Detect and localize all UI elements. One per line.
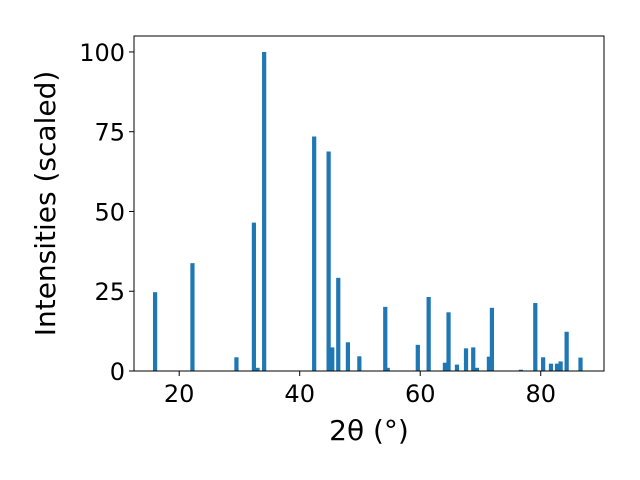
y-tick-label: 100	[79, 39, 125, 67]
bar	[518, 369, 523, 371]
y-tick-label: 25	[94, 278, 125, 306]
bar	[554, 363, 560, 371]
bar	[578, 357, 583, 371]
x-axis-label: 2θ (°)	[329, 414, 409, 447]
bar	[262, 51, 267, 371]
bar	[326, 151, 331, 371]
x-axis-ticks: 20 40 60 80	[164, 371, 556, 408]
bar	[533, 303, 538, 371]
y-tick-label: 50	[94, 198, 125, 226]
x-tick-label: 40	[284, 380, 315, 408]
y-axis-ticks: 0 25 50 75 100	[79, 39, 134, 386]
bar	[234, 357, 239, 371]
plot-frame	[133, 35, 605, 372]
bar	[541, 357, 546, 371]
bar	[426, 296, 431, 371]
x-tick-label: 60	[405, 380, 436, 408]
bar	[454, 364, 460, 371]
bar	[558, 361, 563, 371]
bar	[415, 344, 420, 371]
bar	[152, 292, 158, 371]
bar	[330, 347, 335, 371]
bar	[564, 331, 569, 371]
bar	[474, 367, 479, 371]
bar	[383, 306, 388, 371]
bar	[190, 263, 195, 371]
bar	[255, 367, 260, 371]
y-tick-label: 75	[94, 119, 125, 147]
bar	[463, 348, 469, 371]
x-tick-label: 80	[525, 380, 556, 408]
bar	[312, 136, 317, 371]
bar	[446, 312, 451, 371]
y-tick-label: 0	[110, 358, 125, 386]
bar	[345, 342, 351, 371]
bar	[336, 277, 341, 371]
bar	[486, 356, 492, 371]
bar	[442, 362, 448, 371]
bar	[471, 347, 476, 371]
bar	[385, 367, 390, 371]
x-tick-label: 20	[164, 380, 195, 408]
bar	[548, 363, 554, 371]
bar	[251, 222, 257, 371]
bar	[357, 356, 362, 371]
bar	[489, 307, 495, 371]
bars-group	[152, 51, 583, 371]
y-axis-label: Intensities (scaled)	[29, 71, 62, 337]
